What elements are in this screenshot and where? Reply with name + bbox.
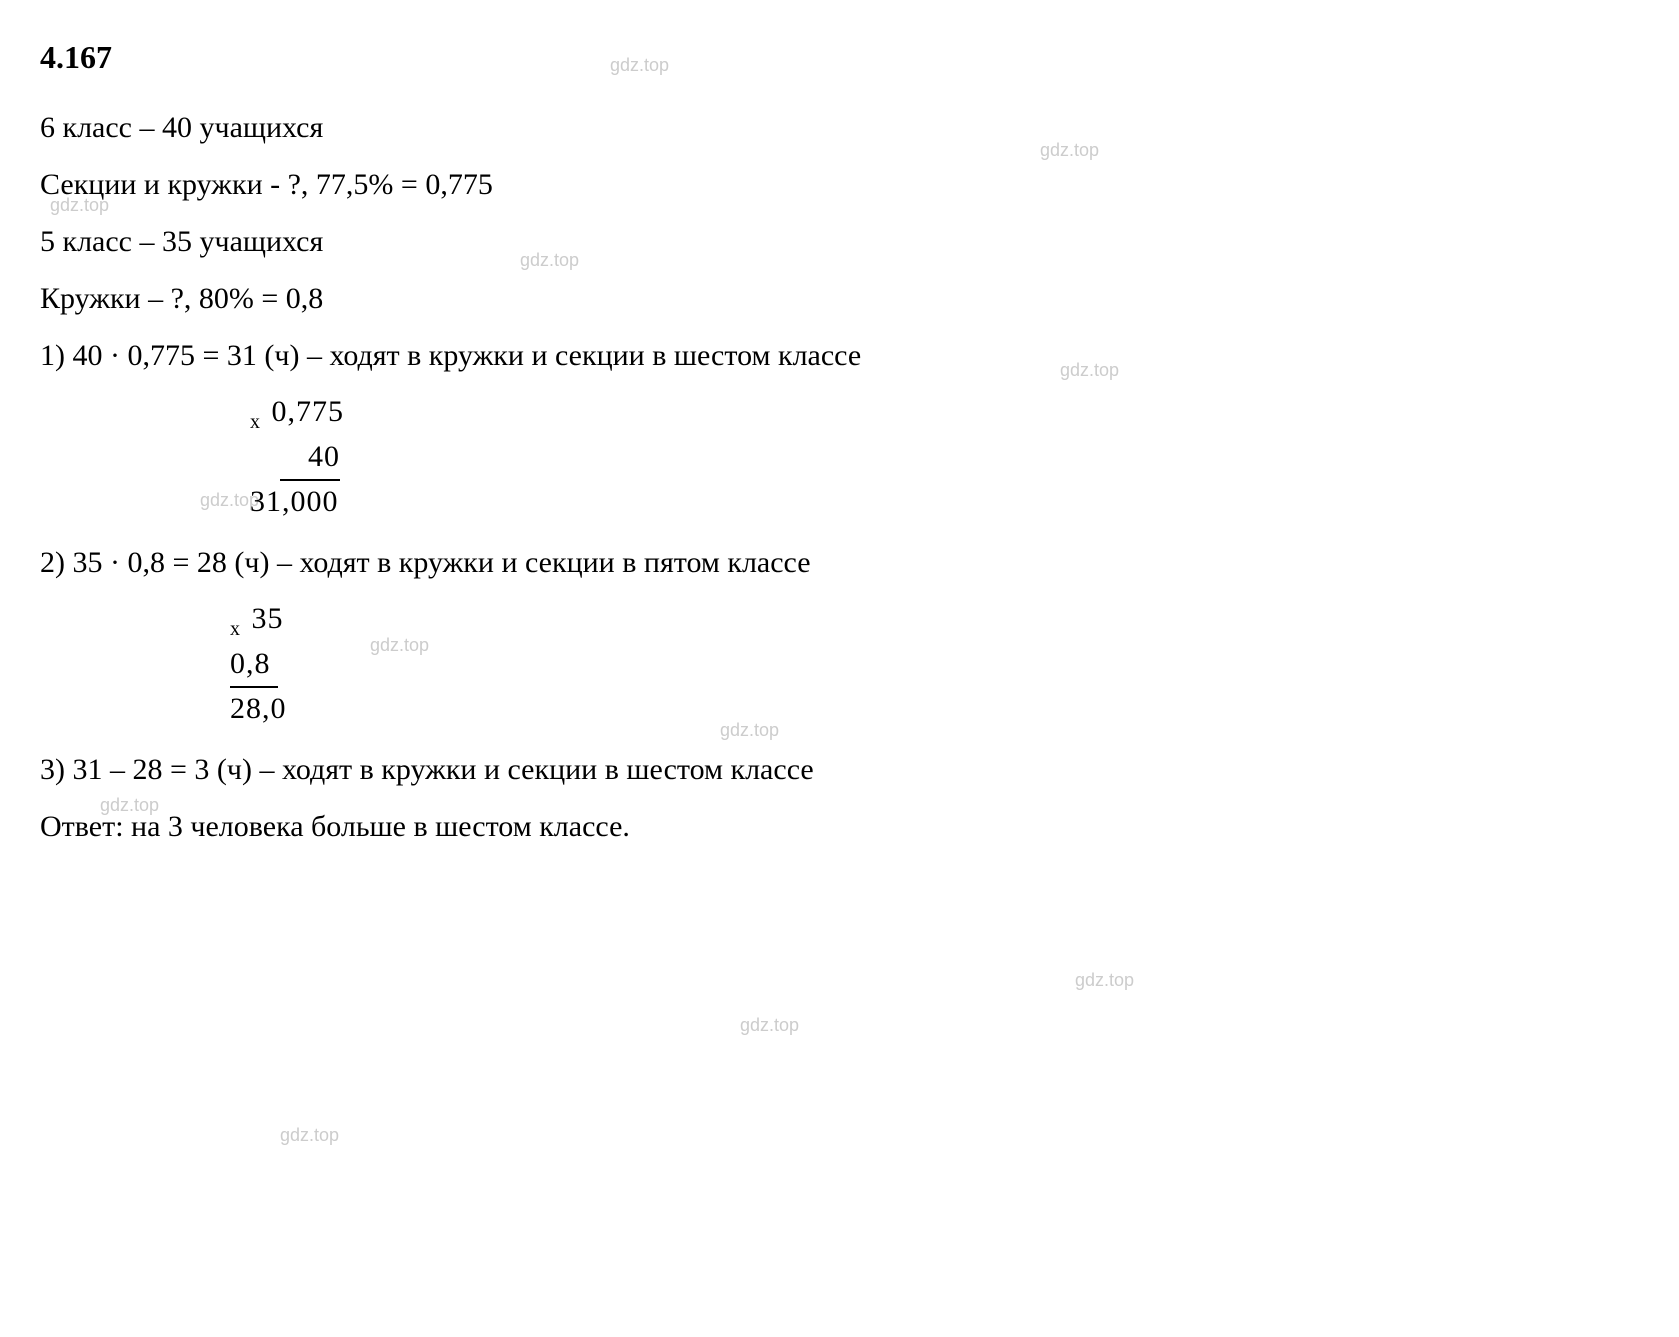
multiplication-work-2: х 35 0,8 28,0 [230,598,1639,730]
solution-step-3: 3) 31 – 28 = 3 (ч) – ходят в кружки и се… [40,744,1639,795]
calc1-operand1: 0,775 [272,395,345,428]
solution-step-1: 1) 40 · 0,775 = 31 (ч) – ходят в кружки … [40,330,1639,381]
multiplication-work-1: х 0,775 40 31,000 [250,391,1639,523]
watermark-text: gdz.top [280,1120,339,1151]
watermark-text: gdz.top [1075,965,1134,996]
mult-symbol-2: х [230,618,240,640]
watermark-text: gdz.top [740,1010,799,1041]
mult-symbol-1: х [250,411,260,433]
calc2-operand1: 35 [252,602,284,635]
given-line-1: 6 класс – 40 учащихся [40,102,1639,153]
answer-line: Ответ: на 3 человека больше в шестом кла… [40,801,1639,852]
given-line-4: Кружки – ?, 80% = 0,8 [40,273,1639,324]
solution-step-2: 2) 35 · 0,8 = 28 (ч) – ходят в кружки и … [40,537,1639,588]
calc2-operand2: 0,8 [230,643,278,688]
calc1-result: 31,000 [250,485,339,518]
given-line-2: Секции и кружки - ?, 77,5% = 0,775 [40,159,1639,210]
given-line-3: 5 класс – 35 учащихся [40,216,1639,267]
calc1-operand2: 40 [280,436,340,481]
problem-number: 4.167 [40,30,1639,84]
calc2-result: 28,0 [230,692,287,725]
